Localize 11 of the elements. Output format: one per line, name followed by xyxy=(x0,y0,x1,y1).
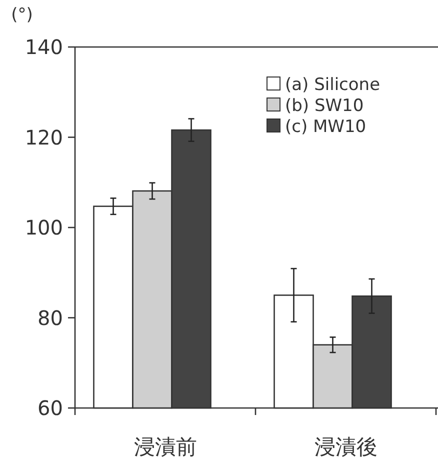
y-tick-label: 80 xyxy=(38,306,63,330)
legend-label: (b) SW10 xyxy=(285,96,364,116)
y-tick-label: 140 xyxy=(24,35,63,59)
legend-label: (a) Silicone xyxy=(285,75,380,95)
x-tick-label: 浸漬後 xyxy=(314,435,378,459)
x-tick-label: 浸漬前 xyxy=(134,435,197,459)
y-tick-label: 60 xyxy=(38,396,63,420)
y-tick-label: 120 xyxy=(24,125,63,150)
y-tick-label: 100 xyxy=(24,216,63,240)
y-axis-title: (°) xyxy=(11,5,33,25)
legend-label: (c) MW10 xyxy=(285,117,366,137)
